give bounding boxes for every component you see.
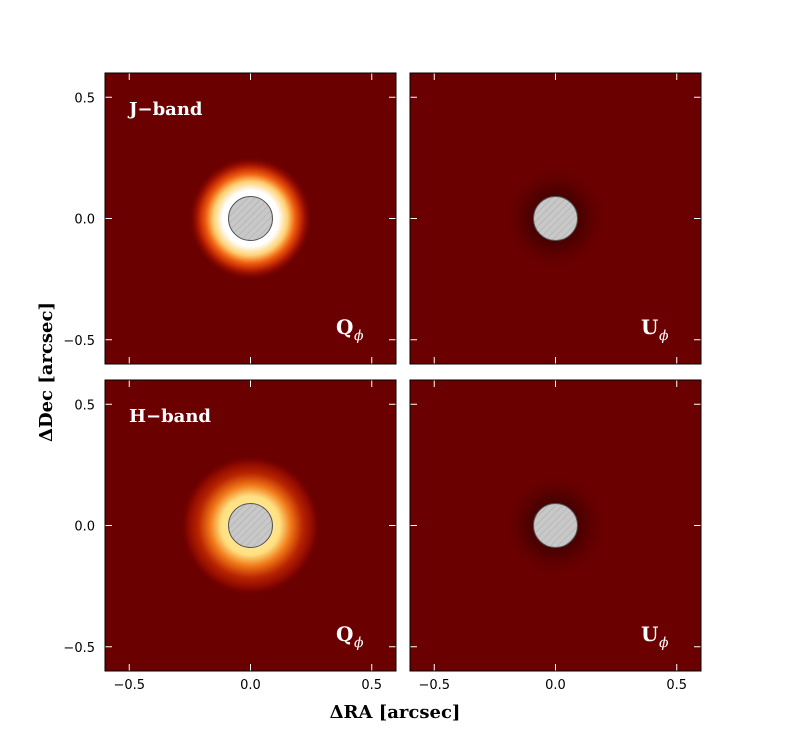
panel-frame [409, 72, 702, 365]
panel-label-sub: ϕ [659, 635, 669, 651]
panel-label: Q [336, 622, 353, 646]
y-tick-label: 0.0 [74, 213, 95, 228]
y-tick-label: 0.0 [74, 520, 95, 535]
x-tick-label: −0.5 [113, 678, 145, 693]
panel-frame [409, 379, 702, 672]
panel-label-sub: ϕ [354, 328, 364, 344]
x-tick-label: −0.5 [418, 678, 450, 693]
y-tick-label: 0.5 [74, 91, 95, 106]
panel-label: U [641, 622, 658, 646]
x-tick-label: 0.5 [361, 678, 382, 693]
coronagraph-mask [533, 196, 578, 241]
x-axis-label: ΔRA [arcsec] [330, 702, 461, 723]
panel-label: U [641, 315, 658, 339]
y-tick-label: −0.5 [63, 641, 95, 656]
panel-label-sub: ϕ [354, 635, 364, 651]
x-tick-label: 0.0 [545, 678, 566, 693]
panel-label-sub: ϕ [659, 328, 669, 344]
x-tick-label: 0.5 [666, 678, 687, 693]
panel-title: J−band [127, 99, 203, 120]
panel-frame [104, 72, 397, 365]
x-tick-label: 0.0 [240, 678, 261, 693]
coronagraph-mask [228, 503, 273, 548]
coronagraph-mask [533, 503, 578, 548]
panel-title: H−band [129, 406, 211, 427]
y-axis-label: ΔDec [arcsec] [36, 302, 57, 442]
y-tick-label: −0.5 [63, 334, 95, 349]
panel-frame [104, 379, 397, 672]
y-tick-label: 0.5 [74, 398, 95, 413]
coronagraph-mask [228, 196, 273, 241]
panel-label: Q [336, 315, 353, 339]
